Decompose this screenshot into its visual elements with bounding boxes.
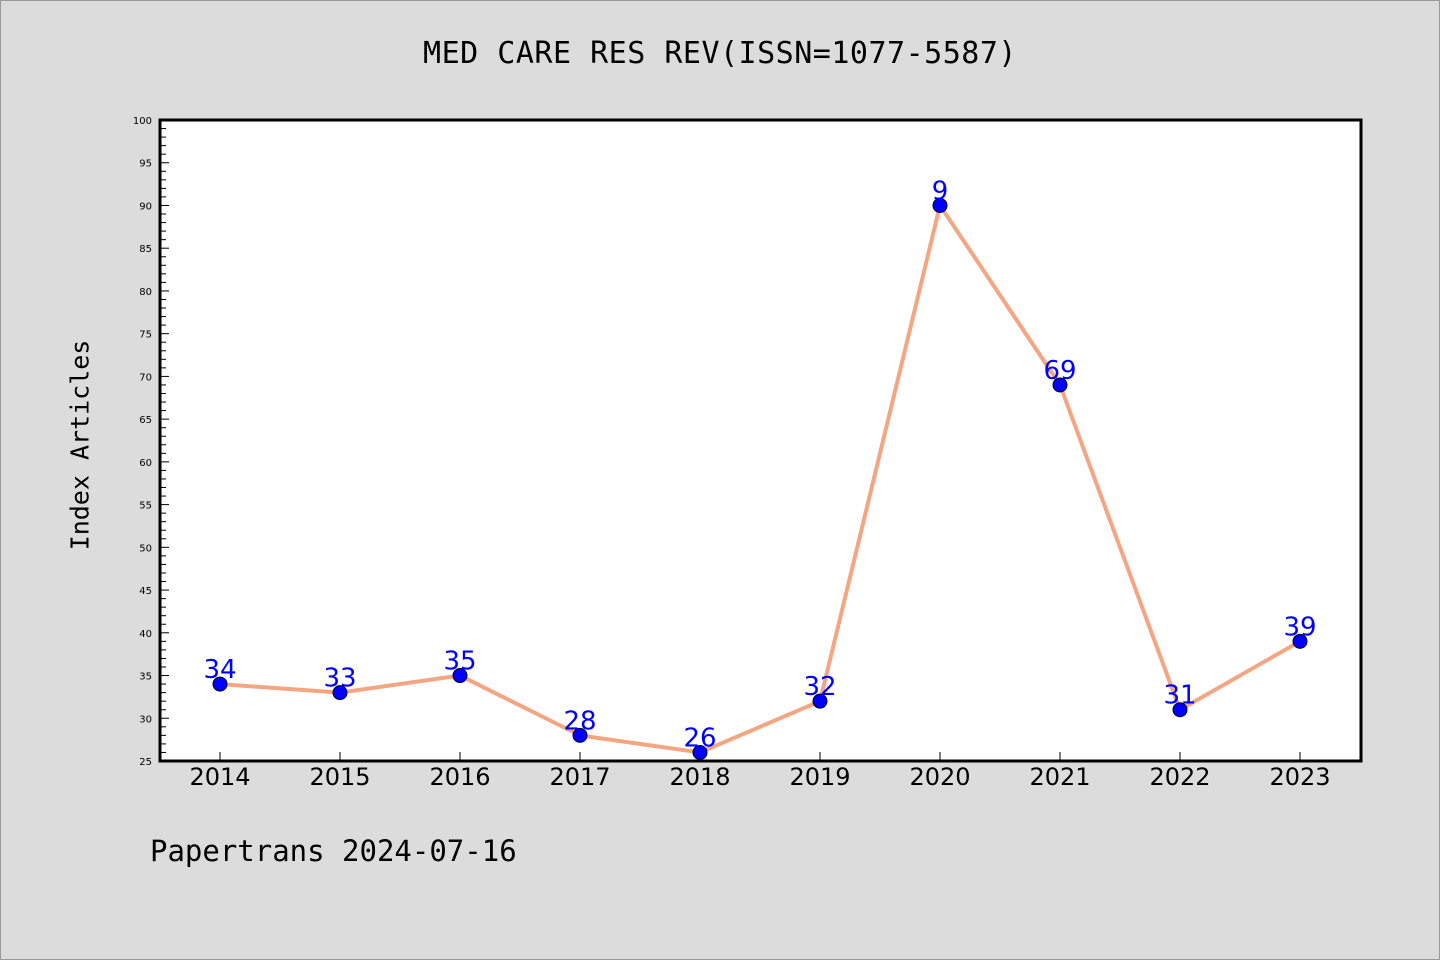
y-tick-label: 45 xyxy=(139,586,152,597)
y-tick-label: 60 xyxy=(139,458,152,469)
x-tick-label: 2023 xyxy=(1269,763,1330,791)
x-tick-label: 2015 xyxy=(309,763,370,791)
data-point xyxy=(1172,702,1188,718)
data-point xyxy=(452,668,468,684)
data-label: 33 xyxy=(323,664,356,694)
data-label: 9 xyxy=(932,176,949,206)
data-label: 69 xyxy=(1043,356,1076,386)
x-tick-label: 2014 xyxy=(189,763,250,791)
y-tick-label: 70 xyxy=(139,372,152,383)
y-tick-label: 35 xyxy=(139,672,152,683)
data-point xyxy=(932,197,948,213)
chart-title: MED CARE RES REV(ISSN=1077-5587) xyxy=(423,36,1017,71)
series-group: 34 33 35 28 26 32 9 69 31 39 xyxy=(203,176,1317,760)
data-point xyxy=(212,676,228,692)
plot-border xyxy=(158,118,1363,763)
series-line xyxy=(218,203,1302,755)
y-tick-label: 25 xyxy=(139,757,152,768)
x-axis: 2014 2015 2016 2017 2018 2019 2020 2021 2022 2023 xyxy=(189,752,1331,791)
data-label: 28 xyxy=(563,706,596,736)
data-label: 31 xyxy=(1163,681,1196,711)
data-label: 32 xyxy=(803,672,836,702)
data-label: 26 xyxy=(683,723,716,753)
data-label: 34 xyxy=(203,655,236,685)
data-label: 39 xyxy=(1283,612,1316,642)
y-tick-label: 95 xyxy=(139,159,152,170)
y-tick-label: 55 xyxy=(139,501,152,512)
y-tick-label: 80 xyxy=(139,287,152,298)
watermark-text: Papertrans 2024-07-16 xyxy=(150,834,517,868)
x-tick-label: 2019 xyxy=(789,763,850,791)
data-point xyxy=(812,693,828,709)
y-tick-label: 30 xyxy=(139,714,152,725)
y-tick-label: 85 xyxy=(139,244,152,255)
y-axis: 25 30 35 40 45 50 55 60 65 70 75 80 85 90 95 100 xyxy=(133,116,169,768)
y-tick-label: 50 xyxy=(139,543,152,554)
y-tick-label: 100 xyxy=(133,116,152,127)
x-tick-label: 2016 xyxy=(429,763,490,791)
data-label: 35 xyxy=(443,647,476,677)
x-tick-label: 2018 xyxy=(669,763,730,791)
x-tick-label: 2021 xyxy=(1029,763,1090,791)
data-point xyxy=(1292,633,1308,649)
data-point xyxy=(332,685,348,701)
y-tick-label: 90 xyxy=(139,201,152,212)
data-point xyxy=(1052,377,1068,393)
x-tick-label: 2020 xyxy=(909,763,970,791)
y-tick-label: 65 xyxy=(139,415,152,426)
x-tick-label: 2017 xyxy=(549,763,610,791)
data-point xyxy=(692,744,708,760)
data-point xyxy=(572,727,588,743)
x-tick-label: 2022 xyxy=(1149,763,1210,791)
y-tick-label: 75 xyxy=(139,330,152,341)
y-tick-label: 40 xyxy=(139,629,152,640)
